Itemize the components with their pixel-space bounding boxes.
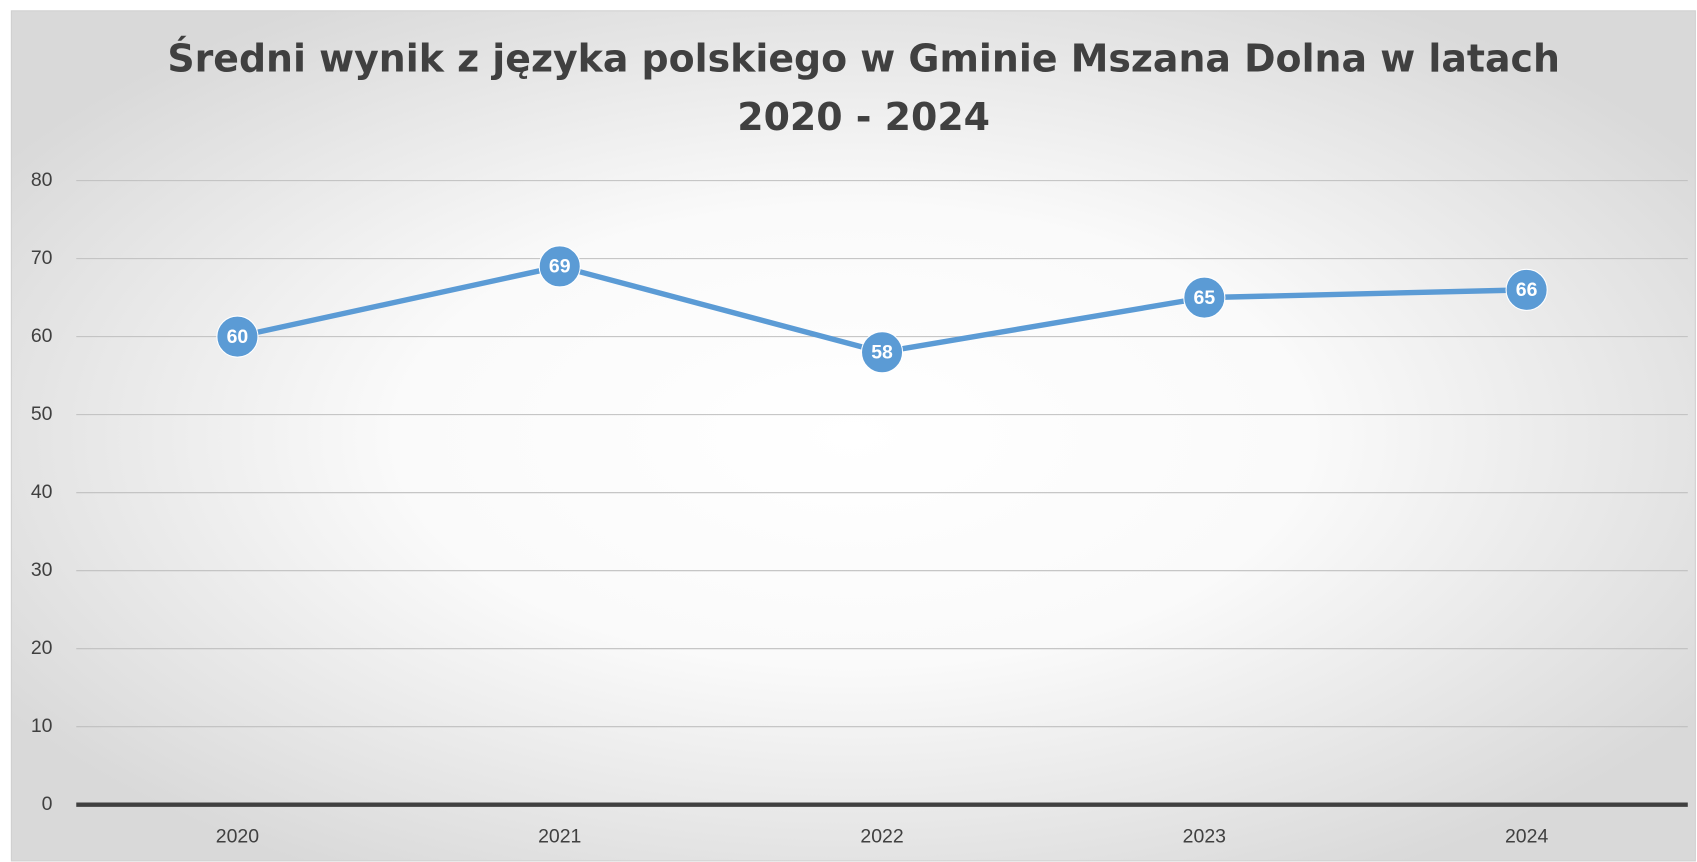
y-tick-label: 60	[31, 325, 53, 347]
x-tick-label: 2024	[1505, 825, 1548, 847]
y-tick-label: 10	[31, 715, 53, 737]
data-point	[1183, 276, 1226, 319]
y-tick-label: 30	[31, 559, 53, 581]
data-label: 66	[1516, 279, 1538, 301]
chart-background	[10, 10, 1696, 862]
data-label: 60	[227, 326, 249, 348]
data-point	[1505, 268, 1548, 311]
x-tick-label: 2020	[216, 825, 259, 847]
data-label: 65	[1194, 287, 1216, 309]
y-tick-label: 0	[42, 793, 53, 815]
y-tick-label: 20	[31, 637, 53, 659]
x-tick-label: 2022	[860, 825, 903, 847]
data-point	[538, 245, 581, 288]
y-tick-label: 50	[31, 403, 53, 425]
title-box: Średni wynik z języka polskiego w Gminie…	[167, 37, 1560, 140]
y-tick-label: 80	[31, 169, 53, 191]
x-tick-label: 2021	[538, 825, 581, 847]
x-tick-label: 2023	[1183, 825, 1226, 847]
data-point	[860, 331, 904, 374]
y-tick-label: 70	[31, 247, 53, 269]
chart-title: Średni wynik z języka polskiego w Gminie…	[167, 37, 1560, 140]
data-label: 58	[871, 341, 893, 363]
data-point	[216, 315, 259, 358]
data-label: 69	[549, 256, 571, 278]
y-tick-label: 40	[31, 481, 53, 503]
